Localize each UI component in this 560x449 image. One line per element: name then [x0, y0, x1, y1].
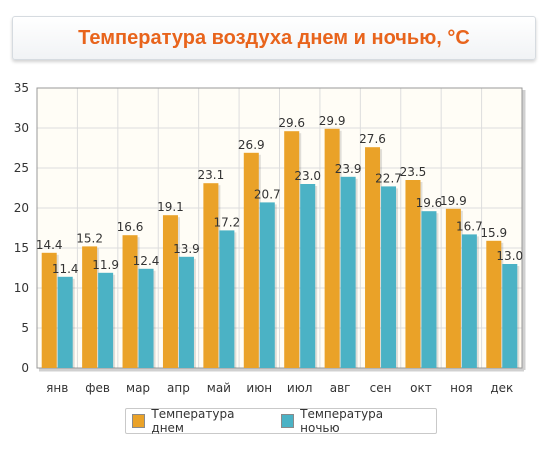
bar-night [178, 256, 194, 368]
data-label-day: 19.9 [440, 194, 467, 208]
legend-swatch-night [280, 414, 295, 428]
bar-night [381, 186, 397, 368]
y-tick-label: 0 [21, 361, 29, 375]
chart-title-bar: Температура воздуха днем и ночью, °C [12, 16, 536, 60]
bar-day [405, 180, 421, 368]
y-tick-label: 15 [14, 241, 29, 255]
data-label-day: 19.1 [157, 200, 184, 214]
data-label-night: 19.6 [416, 196, 443, 210]
bar-day [203, 183, 219, 368]
bar-day [243, 152, 259, 368]
x-tick-label: фев [85, 381, 110, 395]
data-label-day: 23.5 [400, 165, 427, 179]
bar-night [502, 264, 518, 368]
x-tick-label: сен [370, 381, 392, 395]
y-tick-label: 10 [14, 281, 29, 295]
legend-item-day: Температура днем [132, 407, 265, 435]
x-tick-label: июн [246, 381, 272, 395]
chart-title: Температура воздуха днем и ночью, °C [78, 26, 470, 49]
bar-day [365, 147, 381, 368]
data-label-day: 26.9 [238, 138, 265, 152]
data-label-night: 13.0 [496, 249, 523, 263]
x-tick-label: окт [410, 381, 432, 395]
data-label-day: 23.1 [198, 168, 225, 182]
data-label-night: 20.7 [254, 187, 281, 201]
x-tick-label: июл [287, 381, 313, 395]
data-label-day: 29.9 [319, 114, 346, 128]
bar-night [57, 276, 73, 368]
bar-day [82, 246, 98, 368]
bar-day [324, 128, 340, 368]
data-label-day: 16.6 [117, 220, 144, 234]
data-label-night: 22.7 [375, 171, 402, 185]
y-tick-label: 35 [14, 81, 29, 95]
legend-item-night: Температура ночью [280, 407, 420, 435]
bar-night [259, 202, 275, 368]
y-tick-label: 30 [14, 121, 29, 135]
data-label-day: 27.6 [359, 132, 386, 146]
bar-day [162, 215, 178, 368]
data-label-day: 15.2 [76, 231, 103, 245]
plot-border [36, 87, 523, 369]
legend-swatch-day [132, 414, 146, 428]
data-label-night: 13.9 [173, 242, 200, 256]
data-label-night: 23.0 [294, 169, 321, 183]
data-label-night: 16.7 [456, 219, 483, 233]
bar-night [421, 211, 437, 368]
x-tick-label: ноя [450, 381, 472, 395]
data-label-night: 12.4 [133, 254, 160, 268]
chart-legend: Температура днем Температура ночью [125, 407, 437, 435]
bar-day [41, 252, 57, 368]
legend-label-day: Температура днем [151, 407, 235, 435]
data-label-night: 11.9 [92, 258, 119, 272]
data-label-day: 29.6 [278, 116, 305, 130]
legend-label-night: Температура ночью [300, 407, 384, 435]
bar-day [445, 208, 461, 368]
bar-night [300, 184, 316, 368]
bar-night [138, 268, 154, 368]
bar-night [461, 234, 477, 368]
bar-night [340, 176, 356, 368]
data-label-night: 17.2 [214, 215, 241, 229]
bar-day [486, 240, 502, 368]
x-tick-label: май [207, 381, 231, 395]
y-tick-label: 5 [21, 321, 29, 335]
x-tick-label: авг [330, 381, 351, 395]
data-label-night: 11.4 [52, 262, 79, 276]
bar-night [219, 230, 235, 368]
data-label-day: 14.4 [36, 238, 63, 252]
y-tick-label: 20 [14, 201, 29, 215]
bar-night [98, 272, 114, 368]
y-tick-label: 25 [14, 161, 29, 175]
x-tick-label: дек [490, 381, 513, 395]
bar-day [122, 235, 138, 368]
data-label-night: 23.9 [335, 162, 362, 176]
data-label-day: 15.9 [480, 226, 507, 240]
x-tick-label: мар [126, 381, 150, 395]
x-tick-label: янв [46, 381, 68, 395]
x-tick-label: апр [167, 381, 190, 395]
bar-day [284, 131, 300, 368]
